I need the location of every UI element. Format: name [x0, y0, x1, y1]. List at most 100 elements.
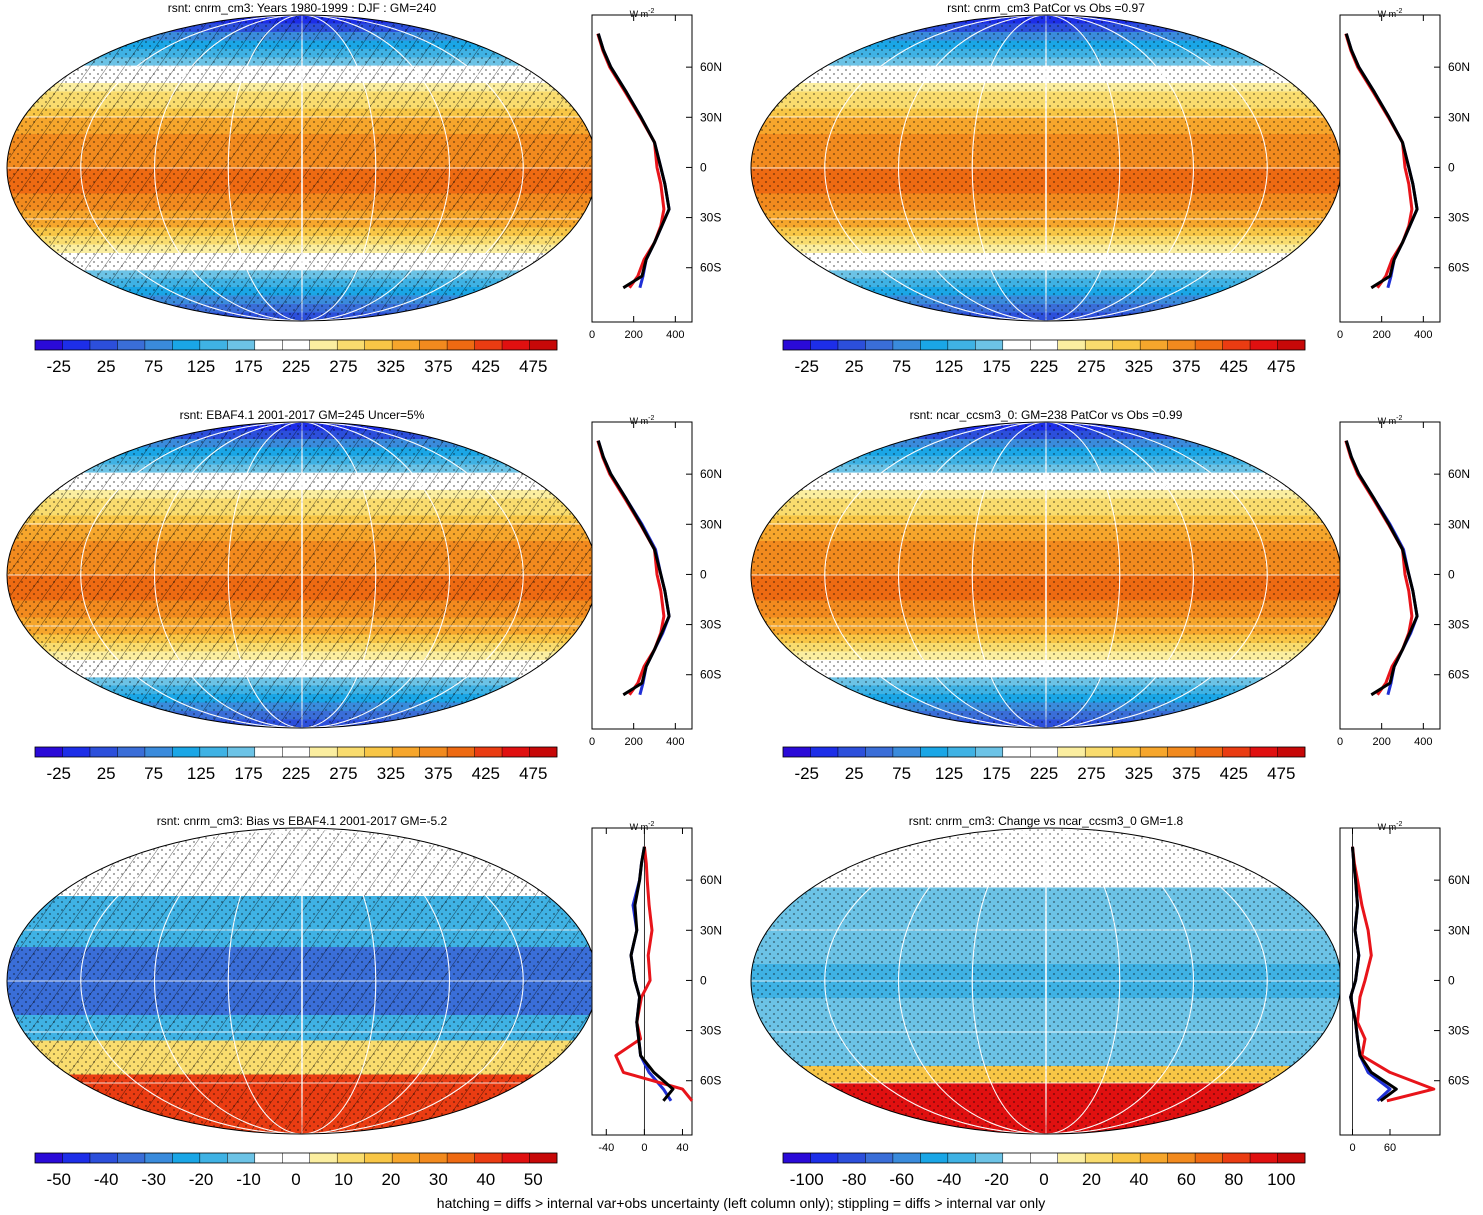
colorbar-box: [227, 747, 256, 757]
colorbar-box: [474, 340, 503, 350]
colorbar-label: 475: [1267, 764, 1295, 783]
colorbar-box: [474, 1153, 503, 1163]
colorbar-label: 175: [234, 764, 262, 783]
graticule-meridian: [227, 828, 377, 1134]
x-tick-label: 200: [624, 329, 642, 341]
colorbar-box: [975, 747, 1004, 757]
colorbar-label: 75: [892, 357, 911, 376]
colorbar-box: [783, 747, 811, 757]
colorbar-label: 25: [845, 357, 864, 376]
colorbar-box: [35, 747, 63, 757]
map-field: [751, 15, 1341, 321]
colorbar-box: [1277, 747, 1306, 757]
map-field: [751, 422, 1341, 728]
zonal-unit-exponent: -2: [1396, 415, 1402, 422]
colorbar-label: -25: [46, 357, 71, 376]
colorbar-label: 60: [1177, 1170, 1196, 1189]
colorbar-box: [1030, 340, 1059, 350]
colorbar-label: -60: [889, 1170, 914, 1189]
colorbar-box: [254, 1153, 283, 1163]
colorbar-box: [1085, 1153, 1113, 1163]
colorbar-box: [227, 1153, 256, 1163]
x-tick-label: 0: [589, 736, 595, 748]
graticule-meridian: [971, 15, 1121, 321]
colorbar-box: [529, 747, 558, 757]
colorbar-box: [1030, 1153, 1059, 1163]
colorbar-box: [892, 1153, 921, 1163]
graticule-meridian: [824, 828, 1268, 1134]
colorbar-box: [1140, 1153, 1168, 1163]
colorbar-box: [309, 1153, 338, 1163]
colorbar-box: [1195, 747, 1223, 757]
panel-5: rsnt: cnrm_cm3: Bias vs EBAF4.1 2001-201…: [6, 814, 722, 1189]
colorbar-box: [364, 1153, 393, 1163]
colorbar-box: [1167, 340, 1196, 350]
colorbar-label: 375: [1172, 357, 1200, 376]
colorbar-label: 375: [424, 764, 452, 783]
colorbar-box: [1002, 747, 1031, 757]
colorbar-box: [1140, 747, 1168, 757]
colorbar-box: [227, 340, 256, 350]
colorbar-box: [89, 1153, 118, 1163]
colorbar-label: -25: [794, 357, 819, 376]
colorbar-box: [199, 1153, 228, 1163]
colorbar-box: [62, 340, 91, 350]
colorbar-label: 475: [1267, 357, 1295, 376]
lat-tick-label: 30S: [700, 618, 721, 632]
zonal-mean-plot: 60N 30N 0 30S 60S 0 200 400 W m-2: [589, 8, 722, 341]
lat-tick-label: 30N: [1448, 517, 1470, 531]
colorbar-box: [975, 340, 1004, 350]
colorbar-box: [364, 747, 393, 757]
colorbar-label: 275: [1077, 357, 1105, 376]
lat-tick-label: 60S: [700, 261, 721, 275]
lat-tick-label: 30N: [700, 517, 722, 531]
zonal-unit: W m-2: [1378, 821, 1403, 832]
map-field: [7, 828, 597, 1134]
colorbar-label: 75: [144, 764, 163, 783]
colorbar-box: [1112, 747, 1141, 757]
colorbar-label: 125: [187, 357, 215, 376]
graticule-meridian: [301, 422, 303, 728]
colorbar-box: [1085, 340, 1113, 350]
panel-title: rsnt: cnrm_cm3: Years 1980-1999 : DJF : …: [168, 1, 437, 15]
colorbar-box: [144, 1153, 173, 1163]
zonal-unit-exponent: -2: [1396, 8, 1402, 15]
graticule-meridian: [824, 422, 1268, 728]
colorbar-box: [62, 747, 91, 757]
zonal-series-line: [596, 33, 671, 290]
zonal-mean-plot: 60N 30N 0 30S 60S 0 200 400 W m-2: [1337, 415, 1470, 748]
x-tick-label: 200: [1372, 736, 1390, 748]
colorbar-box: [892, 340, 921, 350]
colorbar-box: [35, 1153, 63, 1163]
colorbar-label: -100: [790, 1170, 824, 1189]
x-tick-label: 0: [1337, 736, 1343, 748]
zonal-series-line: [1344, 33, 1419, 290]
colorbar-label: 10: [334, 1170, 353, 1189]
colorbar-label: -25: [46, 764, 71, 783]
colorbar-box: [865, 340, 894, 350]
colorbar-label: -80: [842, 1170, 867, 1189]
lat-tick-label: 60S: [1448, 261, 1469, 275]
lat-tick-label: 30S: [700, 211, 721, 225]
lat-tick-label: 60S: [700, 1074, 721, 1088]
colorbar-label: 475: [519, 357, 547, 376]
colorbar-box: [1250, 747, 1278, 757]
colorbar-box: [1057, 747, 1086, 757]
graticule-meridian: [154, 15, 450, 321]
colorbar-box: [502, 340, 530, 350]
colorbar-box: [1030, 747, 1059, 757]
colorbar-box: [810, 747, 839, 757]
graticule-meridian: [301, 15, 303, 321]
graticule-meridian: [971, 828, 1121, 1134]
colorbar-box: [144, 340, 173, 350]
colorbar-label: -40: [94, 1170, 119, 1189]
colorbar-box: [920, 1153, 949, 1163]
graticule-meridian: [154, 828, 450, 1134]
panel-2: rsnt: cnrm_cm3 PatCor vs Obs =0.97 -25 25 7…: [750, 1, 1470, 376]
colorbar-box: [89, 747, 118, 757]
graticule-meridian: [301, 828, 303, 1134]
panel-1: rsnt: cnrm_cm3: Years 1980-1999 : DJF : …: [6, 1, 722, 376]
colorbar-frame: [34, 746, 558, 758]
colorbar-box: [1222, 747, 1251, 757]
